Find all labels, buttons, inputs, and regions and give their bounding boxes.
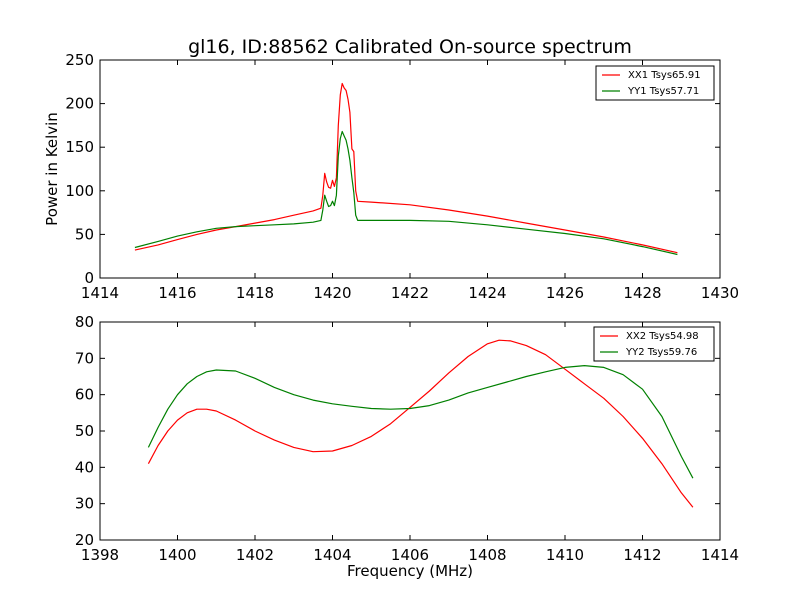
legend-label-xx1: XX1 Tsys65.91 bbox=[628, 70, 701, 81]
y-tick-label: 40 bbox=[75, 458, 94, 476]
x-tick-label: 1414 bbox=[81, 284, 119, 302]
x-tick-label: 1430 bbox=[701, 284, 739, 302]
series-line-yy bbox=[147, 365, 694, 479]
x-tick-label: 1404 bbox=[313, 546, 351, 564]
y-tick-label: 20 bbox=[75, 531, 94, 549]
x-tick-label: 1406 bbox=[391, 546, 429, 564]
x-tick-label: 1426 bbox=[546, 284, 584, 302]
y-tick-label: 60 bbox=[75, 386, 94, 404]
y-tick-label: 200 bbox=[65, 95, 94, 113]
y-tick-label: 0 bbox=[84, 269, 94, 287]
chart-title: gl16, ID:88562 Calibrated On-source spec… bbox=[188, 36, 632, 58]
plot-bottom-legend: XX2 Tsys54.98 YY2 Tsys59.76 bbox=[593, 326, 715, 362]
y-tick-label: 150 bbox=[65, 138, 94, 156]
legend-label-yy2: YY2 Tsys59.76 bbox=[625, 347, 697, 358]
plot-top-ticks: 1414 1416 1418 1420 1422 1424 1426 1428 1430 0 50 1… bbox=[65, 51, 739, 302]
y-tick-label: 50 bbox=[75, 225, 94, 243]
plot-bottom: 1398 1400 1402 1404 1406 1408 1410 1412 1414 20 30… bbox=[75, 313, 739, 580]
plot-bottom-xlabel: Frequency (MHz) bbox=[347, 562, 473, 580]
legend-label-yy1: YY1 Tsys57.71 bbox=[627, 86, 699, 97]
legend-box bbox=[595, 65, 715, 101]
x-tick-label: 1422 bbox=[391, 284, 429, 302]
series-line-xx bbox=[147, 339, 694, 508]
x-tick-label: 1402 bbox=[236, 546, 274, 564]
x-tick-label: 1398 bbox=[81, 546, 119, 564]
x-tick-label: 1400 bbox=[158, 546, 196, 564]
x-tick-label: 1414 bbox=[701, 546, 739, 564]
y-tick-label: 30 bbox=[75, 495, 94, 513]
legend-box bbox=[593, 326, 715, 362]
legend-label-xx2: XX2 Tsys54.98 bbox=[626, 331, 699, 342]
series-line-xx bbox=[134, 82, 678, 254]
plot-top-series bbox=[134, 82, 678, 256]
x-tick-label: 1416 bbox=[158, 284, 196, 302]
x-tick-label: 1424 bbox=[468, 284, 506, 302]
x-tick-label: 1418 bbox=[236, 284, 274, 302]
y-tick-label: 50 bbox=[75, 422, 94, 440]
series-line-yy bbox=[134, 130, 678, 256]
y-tick-label: 250 bbox=[65, 51, 94, 69]
y-tick-label: 100 bbox=[65, 182, 94, 200]
x-tick-label: 1412 bbox=[623, 546, 661, 564]
y-tick-label: 70 bbox=[75, 349, 94, 367]
y-tick-label: 80 bbox=[75, 313, 94, 331]
x-tick-label: 1408 bbox=[468, 546, 506, 564]
plot-top-legend: XX1 Tsys65.91 YY1 Tsys57.71 bbox=[595, 65, 715, 101]
plot-top: 1414 1416 1418 1420 1422 1424 1426 1428 1430 0 50 1… bbox=[43, 51, 739, 302]
plot-bottom-series bbox=[147, 339, 694, 508]
x-tick-label: 1428 bbox=[623, 284, 661, 302]
x-tick-label: 1410 bbox=[546, 546, 584, 564]
plot-bottom-ticks: 1398 1400 1402 1404 1406 1408 1410 1412 1414 20 30… bbox=[75, 313, 739, 564]
x-tick-label: 1420 bbox=[313, 284, 351, 302]
plot-top-ylabel: Power in Kelvin bbox=[43, 112, 61, 226]
